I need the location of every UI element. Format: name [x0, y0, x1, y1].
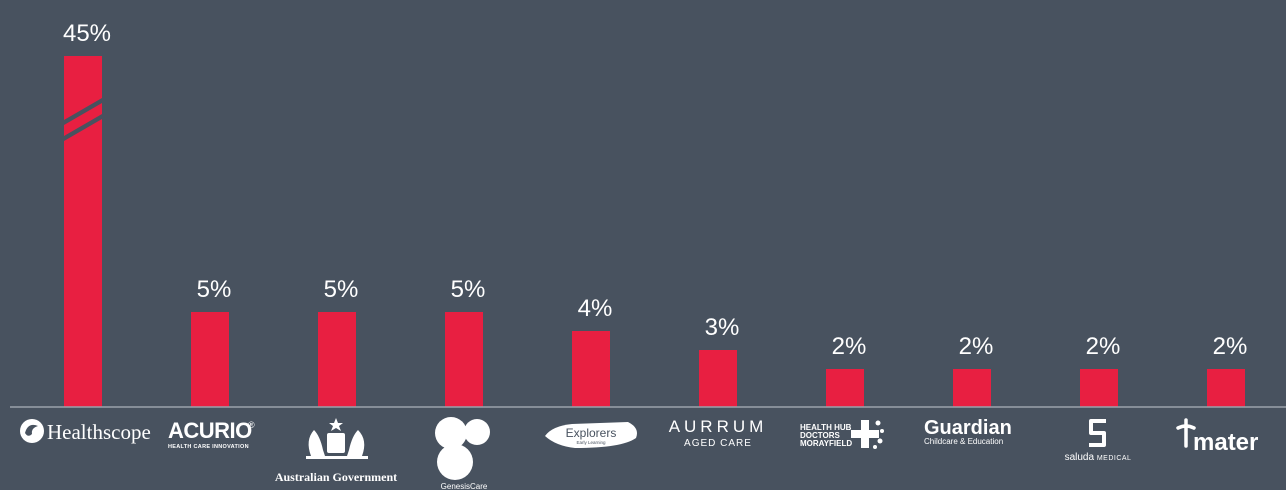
logo-guardian-tagline: Childcare & Education — [924, 437, 1003, 446]
explorers-leaf-icon — [545, 422, 637, 448]
logo-mater: mater — [1176, 418, 1258, 456]
logo-healthscope: Healthscope — [20, 419, 151, 444]
bar-guardian — [953, 369, 991, 407]
mater-cross-icon — [1176, 418, 1196, 448]
axis-break-slash-1 — [64, 98, 102, 125]
bars-group: 45% 5% 5% 5% 4% 3% 2% 2% 2% 2% — [63, 20, 1247, 407]
bar-healthscope — [64, 56, 102, 407]
logo-healthhub-line3: MORAYFIELD — [800, 439, 852, 448]
logo-ausgov-text: Australian Government — [275, 470, 397, 484]
value-label-explorers: 4% — [578, 295, 613, 322]
logo-saluda-text: saluda MEDICAL — [1065, 452, 1132, 463]
bar-australian-government — [318, 312, 356, 407]
value-label-genesiscare: 5% — [451, 276, 486, 303]
value-label-mater: 2% — [1213, 333, 1248, 360]
value-label-aurrum-aged-care: 3% — [705, 314, 740, 341]
logo-acurio: ACURIO ® HEALTH CARE INNOVATION — [168, 418, 255, 450]
value-label-australian-government: 5% — [324, 276, 359, 303]
logo-genesiscare-text: GenesisCare — [441, 482, 488, 490]
logo-aurrum: AURRUM AGED CARE — [669, 417, 768, 449]
logo-guardian: Guardian Childcare & Education — [924, 417, 1012, 446]
value-label-acurio: 5% — [197, 276, 232, 303]
value-label-guardian: 2% — [959, 333, 994, 360]
logo-health-hub: HEALTH HUB DOCTORS MORAYFIELD — [800, 420, 884, 449]
logo-guardian-text: Guardian — [924, 417, 1012, 439]
bar-genesiscare — [445, 312, 483, 407]
logo-healthhub-line2: DOCTORS — [800, 431, 841, 440]
bar-acurio — [191, 312, 229, 407]
bar-explorers — [572, 331, 610, 407]
bar-aurrum-aged-care — [699, 350, 737, 407]
genesiscare-mark-icon — [435, 417, 490, 480]
logo-acurio-reg: ® — [248, 420, 255, 430]
value-label-health-hub-doctors-morayfield: 2% — [832, 333, 867, 360]
logo-genesiscare: GenesisCare — [435, 417, 490, 490]
saluda-s-icon — [1089, 419, 1106, 447]
value-label-healthscope: 45% — [63, 20, 111, 47]
logo-australian-government: Australian Government — [275, 418, 397, 484]
logo-acurio-text: ACURIO — [168, 418, 252, 443]
logo-aurrum-tagline: AGED CARE — [684, 438, 752, 449]
bar-saluda-medical — [1080, 369, 1118, 407]
coat-of-arms-icon — [306, 418, 368, 459]
bar-health-hub-doctors-morayfield — [826, 369, 864, 407]
axis-break-slash-2 — [64, 114, 102, 141]
category-logos: Healthscope ACURIO ® HEALTH CARE INNOVAT… — [20, 417, 1258, 490]
logo-saluda: saluda MEDICAL — [1065, 419, 1132, 463]
healthhub-cross-icon — [851, 420, 884, 449]
logo-mater-text: mater — [1193, 429, 1258, 456]
bar-mater — [1207, 369, 1245, 407]
logo-explorers: Explorers Early Learning — [545, 422, 637, 448]
logo-aurrum-text: AURRUM — [669, 417, 768, 436]
logo-acurio-tagline: HEALTH CARE INNOVATION — [168, 444, 249, 450]
healthscope-swirl-inner-icon — [25, 424, 38, 436]
logo-healthhub-line1: HEALTH HUB — [800, 423, 852, 432]
value-label-saluda-medical: 2% — [1086, 333, 1121, 360]
logo-healthscope-text: Healthscope — [47, 420, 151, 444]
logo-explorers-text: Explorers — [566, 426, 617, 440]
logo-explorers-tagline: Early Learning — [576, 440, 606, 445]
